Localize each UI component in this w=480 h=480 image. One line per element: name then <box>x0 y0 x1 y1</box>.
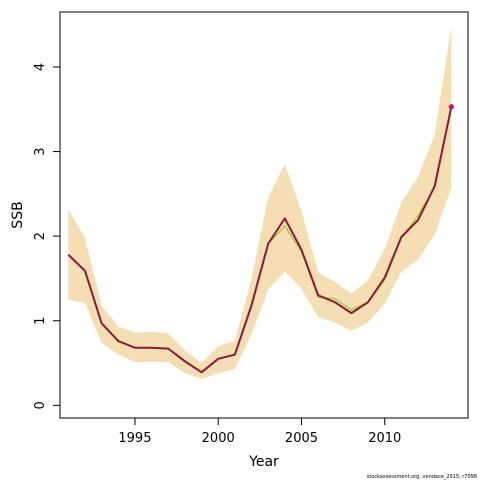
x-tick-label: 2010 <box>368 431 401 446</box>
y-tick-label: 1 <box>33 317 48 325</box>
endpoint-marker <box>448 104 454 110</box>
y-tick-label: 3 <box>33 147 48 155</box>
y-axis-title: SSB <box>10 201 26 228</box>
x-tick-label: 2000 <box>202 431 235 446</box>
plot-frame <box>59 11 469 419</box>
confidence-band-layer <box>68 26 452 380</box>
credit-text: stockassessment.org, vendace_2015, r7098 <box>367 474 477 480</box>
y-tick-label: 2 <box>33 232 48 240</box>
x-tick-label: 1995 <box>118 431 151 446</box>
endpoint-layer <box>448 104 454 110</box>
x-axis-title: Year <box>248 454 279 470</box>
y-axis: 0 1 2 3 4 <box>33 63 60 409</box>
y-tick-label: 4 <box>33 63 48 71</box>
y-tick-label: 0 <box>33 401 48 409</box>
x-tick-label: 2005 <box>285 431 318 446</box>
series-line-2 <box>67 106 453 374</box>
confidence-band <box>68 26 452 380</box>
x-axis: 1995 2000 2005 2010 <box>118 418 401 446</box>
series-layer <box>67 106 453 374</box>
